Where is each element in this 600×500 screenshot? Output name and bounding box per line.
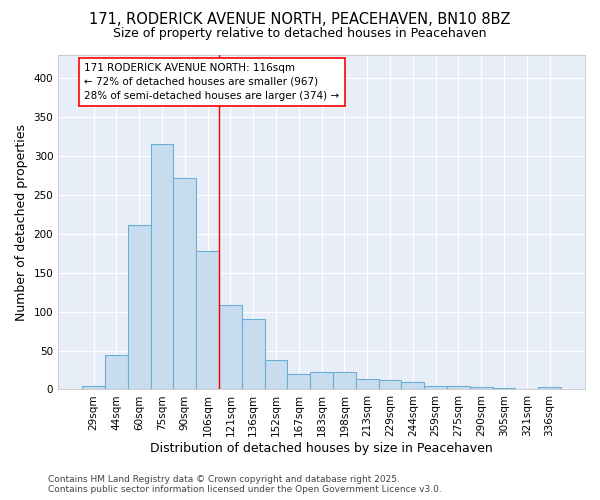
Bar bbox=[493, 388, 515, 390]
Bar bbox=[82, 386, 105, 390]
X-axis label: Distribution of detached houses by size in Peacehaven: Distribution of detached houses by size … bbox=[150, 442, 493, 455]
Bar bbox=[424, 386, 447, 390]
Bar bbox=[265, 360, 287, 390]
Bar bbox=[105, 355, 128, 390]
Bar bbox=[173, 178, 196, 390]
Text: 171, RODERICK AVENUE NORTH, PEACEHAVEN, BN10 8BZ: 171, RODERICK AVENUE NORTH, PEACEHAVEN, … bbox=[89, 12, 511, 28]
Bar bbox=[538, 387, 561, 390]
Bar bbox=[196, 251, 219, 390]
Text: Size of property relative to detached houses in Peacehaven: Size of property relative to detached ho… bbox=[113, 28, 487, 40]
Bar bbox=[242, 318, 265, 390]
Text: 171 RODERICK AVENUE NORTH: 116sqm
← 72% of detached houses are smaller (967)
28%: 171 RODERICK AVENUE NORTH: 116sqm ← 72% … bbox=[85, 63, 340, 101]
Bar bbox=[401, 382, 424, 390]
Y-axis label: Number of detached properties: Number of detached properties bbox=[15, 124, 28, 320]
Bar bbox=[151, 144, 173, 390]
Bar bbox=[287, 374, 310, 390]
Bar bbox=[356, 380, 379, 390]
Bar bbox=[379, 380, 401, 390]
Text: Contains HM Land Registry data © Crown copyright and database right 2025.
Contai: Contains HM Land Registry data © Crown c… bbox=[48, 474, 442, 494]
Bar bbox=[333, 372, 356, 390]
Bar bbox=[447, 386, 470, 390]
Bar bbox=[470, 387, 493, 390]
Bar bbox=[128, 226, 151, 390]
Bar bbox=[515, 388, 538, 390]
Bar bbox=[310, 372, 333, 390]
Bar bbox=[219, 306, 242, 390]
